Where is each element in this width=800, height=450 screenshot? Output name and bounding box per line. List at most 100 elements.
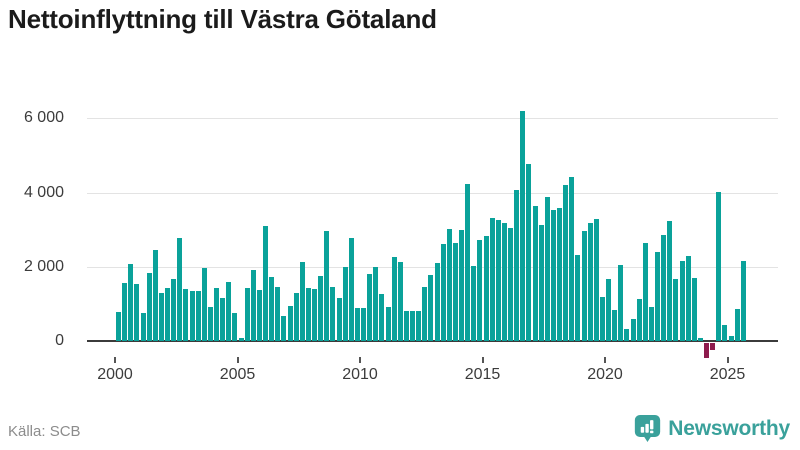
bar xyxy=(214,288,219,341)
bar xyxy=(386,307,391,341)
bar xyxy=(257,290,262,341)
bar xyxy=(428,275,433,341)
y-axis-label: 4 000 xyxy=(23,184,64,201)
bar xyxy=(533,206,538,341)
bar xyxy=(539,225,544,341)
gridline xyxy=(87,118,778,119)
y-axis-label: 6 000 xyxy=(23,109,64,126)
bar xyxy=(569,177,574,341)
bar xyxy=(183,289,188,341)
bar xyxy=(312,289,317,341)
bar xyxy=(379,294,384,341)
bar xyxy=(471,266,476,341)
x-axis-label: 2025 xyxy=(709,366,746,383)
bar xyxy=(239,338,244,341)
bar xyxy=(496,220,501,341)
bar xyxy=(410,311,415,341)
x-axis-tick xyxy=(726,357,729,363)
bar xyxy=(275,287,280,341)
bar xyxy=(447,229,452,341)
bar xyxy=(263,226,268,341)
bar xyxy=(349,238,354,341)
newsworthy-logo-link[interactable]: Newsworthy xyxy=(634,414,790,443)
bar xyxy=(526,164,531,341)
bar xyxy=(680,261,685,341)
x-axis-label: 2000 xyxy=(97,366,133,383)
bar xyxy=(557,208,562,341)
bar xyxy=(220,298,225,341)
x-axis-tick xyxy=(481,357,484,363)
brand-name: Newsworthy xyxy=(668,416,790,440)
bar xyxy=(655,252,660,341)
x-axis-label: 2020 xyxy=(587,366,623,383)
bar xyxy=(361,308,366,341)
bar xyxy=(337,298,342,341)
gridline xyxy=(87,193,778,194)
zero-line xyxy=(87,340,778,342)
bar xyxy=(116,312,121,341)
y-axis-label: 2 000 xyxy=(23,258,64,275)
bar xyxy=(251,270,256,341)
bar xyxy=(631,319,636,341)
bar xyxy=(606,279,611,341)
bar xyxy=(288,306,293,341)
bar xyxy=(582,231,587,341)
bar xyxy=(624,329,629,341)
source-label: Källa: SCB xyxy=(8,423,81,440)
bar xyxy=(490,218,495,341)
bar xyxy=(300,262,305,341)
bar xyxy=(373,267,378,341)
bar xyxy=(281,316,286,341)
bar xyxy=(232,313,237,341)
bar xyxy=(165,288,170,341)
chart-title: Nettoinflyttning till Västra Götaland xyxy=(8,4,437,34)
bar xyxy=(729,336,734,341)
bar xyxy=(422,287,427,341)
bar xyxy=(294,293,299,341)
bar xyxy=(716,192,721,341)
bar xyxy=(190,291,195,341)
bar xyxy=(563,185,568,341)
negative-bar xyxy=(704,343,709,358)
x-axis-tick xyxy=(359,357,361,363)
bar xyxy=(673,279,678,341)
x-axis-tick xyxy=(114,357,116,363)
bar xyxy=(141,313,146,341)
bar xyxy=(594,219,599,341)
bar xyxy=(698,338,703,341)
bar xyxy=(649,307,654,341)
bar xyxy=(355,308,360,341)
bar xyxy=(208,307,213,341)
bar xyxy=(618,265,623,341)
bar xyxy=(226,282,231,341)
bar xyxy=(612,310,617,341)
bar xyxy=(330,287,335,341)
bar xyxy=(545,197,550,341)
bar xyxy=(520,111,525,341)
bar xyxy=(692,278,697,341)
bar xyxy=(441,244,446,341)
bar xyxy=(171,279,176,341)
bar xyxy=(637,299,642,341)
bar xyxy=(122,283,127,341)
bar xyxy=(269,277,274,341)
bar xyxy=(159,293,164,341)
newsworthy-pin-icon xyxy=(634,414,661,443)
bar xyxy=(453,243,458,341)
bar xyxy=(392,257,397,341)
bar xyxy=(435,263,440,341)
bar xyxy=(667,221,672,341)
bar xyxy=(343,267,348,341)
bar xyxy=(551,210,556,341)
bar xyxy=(153,250,158,341)
x-axis-label: 2005 xyxy=(219,366,256,383)
bar xyxy=(588,223,593,341)
bar xyxy=(735,309,740,341)
bar xyxy=(643,243,648,341)
bar xyxy=(502,223,507,341)
bar xyxy=(196,291,201,341)
bar xyxy=(508,228,513,341)
y-axis-label: 0 xyxy=(55,332,64,349)
bar xyxy=(484,236,489,341)
